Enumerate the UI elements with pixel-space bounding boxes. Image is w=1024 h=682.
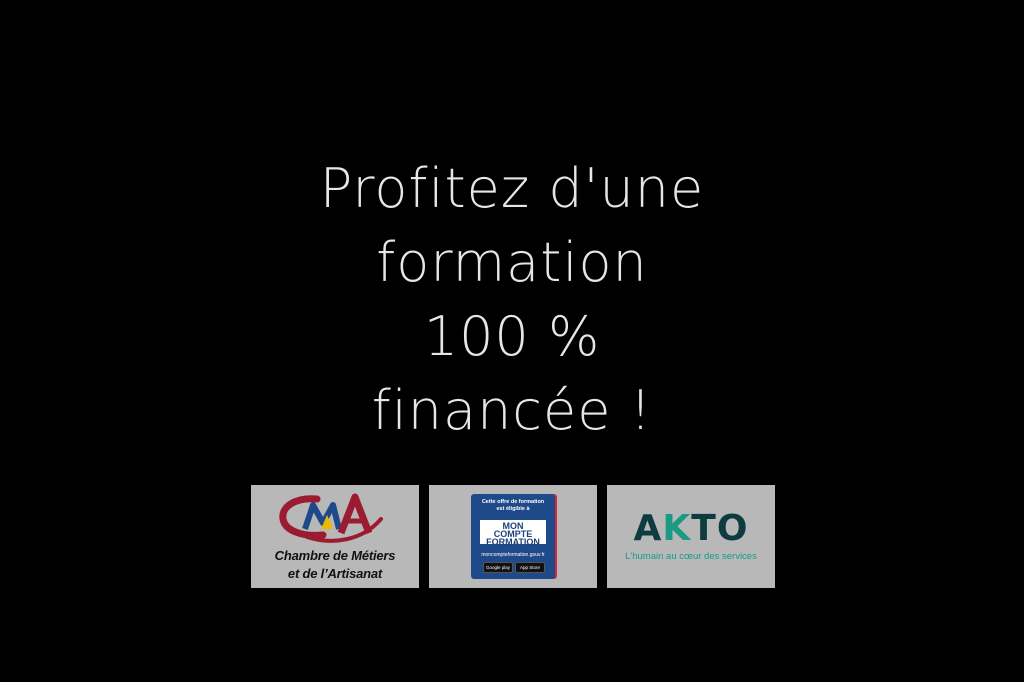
headline-line-2: formation (376, 231, 648, 294)
mcf-badge: Cette offre de formation est éligible à … (471, 494, 555, 579)
app-store-badge: App Store (515, 562, 545, 573)
cma-name-line-1: Chambre de Métiers (274, 548, 396, 563)
headline-line-3: 100 % (423, 305, 601, 368)
mcf-top-line-2: est éligible à (496, 505, 530, 512)
mcf-top-line-1: Cette offre de formation (481, 499, 545, 505)
akto-letter-k: K (662, 508, 692, 549)
mon-compte-formation-logo: Cette offre de formation est éligible à … (429, 485, 597, 588)
mcf-eligibility-text: Cette offre de formation est éligible à (471, 499, 555, 512)
headline-line-1: Profitez d'une (319, 157, 705, 220)
akto-wordmark: AKTO (607, 509, 775, 549)
akto-letter-a: A (633, 508, 663, 549)
akto-logo: AKTO L'humain au cœur des services (607, 485, 775, 588)
partner-logos: Chambre de Métiers et de l’Artisanat Cet… (251, 485, 775, 588)
mcf-url: moncompteformation.gouv.fr (481, 552, 545, 558)
google-play-badge: Google play (483, 562, 513, 573)
akto-letters-to: TO (691, 508, 749, 549)
mcf-brand-line-3: FORMATION (486, 537, 540, 547)
cma-logo: Chambre de Métiers et de l’Artisanat (251, 485, 419, 588)
mcf-brand-box: MON COMPTE FORMATION (480, 520, 546, 547)
headline: Profitez d'une formation 100 % financée … (0, 152, 1024, 448)
cma-name-line-2: et de l’Artisanat (287, 566, 383, 581)
cma-emblem (279, 493, 383, 543)
akto-tagline: L'humain au cœur des services (625, 551, 757, 562)
mcf-brand-line-1: MON (502, 521, 524, 531)
mcf-brand-line-2: COMPTE (493, 529, 533, 539)
headline-line-4: financée ! (371, 379, 653, 442)
